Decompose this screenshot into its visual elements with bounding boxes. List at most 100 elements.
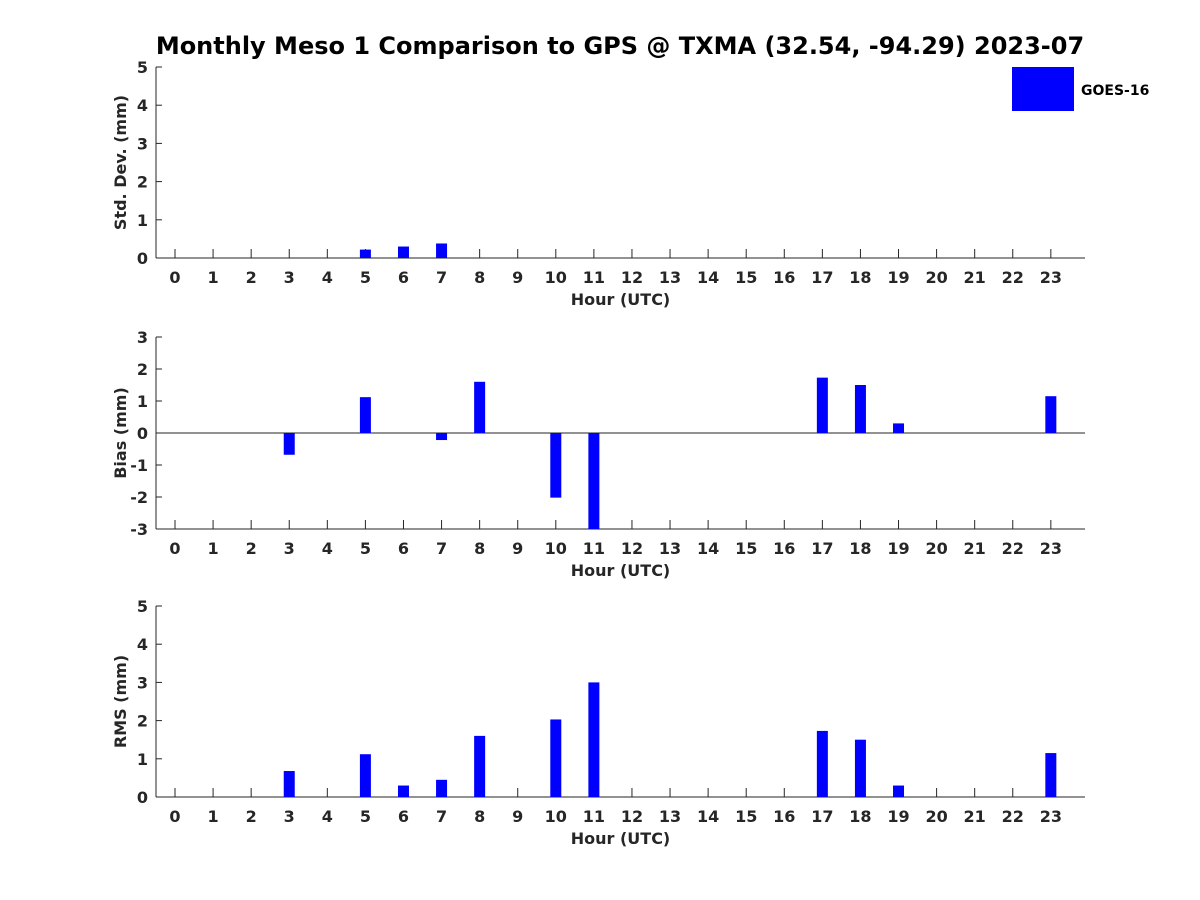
x-tick-label: 8 bbox=[474, 807, 485, 826]
x-tick-label: 3 bbox=[284, 539, 295, 558]
x-tick-label: 21 bbox=[964, 539, 986, 558]
x-tick-label: 14 bbox=[697, 268, 719, 287]
x-tick-label: 12 bbox=[621, 807, 643, 826]
bar-hour-5 bbox=[359, 754, 371, 797]
x-tick-label: 16 bbox=[773, 268, 795, 287]
bar-hour-3 bbox=[283, 771, 295, 797]
x-tick-label: 5 bbox=[360, 539, 371, 558]
bar-hour-3 bbox=[283, 433, 295, 455]
y-tick-label: 2 bbox=[137, 173, 148, 192]
x-tick-label: 12 bbox=[621, 268, 643, 287]
x-tick-label: 19 bbox=[887, 268, 909, 287]
x-tick-label: 18 bbox=[849, 268, 871, 287]
x-tick-label: 23 bbox=[1040, 807, 1062, 826]
chart-title: Monthly Meso 1 Comparison to GPS @ TXMA … bbox=[156, 32, 1084, 60]
bar-hour-7 bbox=[436, 779, 448, 797]
x-tick-label: 6 bbox=[398, 539, 409, 558]
x-tick-label: 18 bbox=[849, 807, 871, 826]
bar-hour-10 bbox=[550, 719, 562, 797]
y-tick-label: 2 bbox=[137, 712, 148, 731]
y-axis-label: Std. Dev. (mm) bbox=[111, 95, 130, 230]
bar-hour-18 bbox=[854, 385, 866, 433]
x-tick-label: 5 bbox=[360, 268, 371, 287]
x-tick-label: 13 bbox=[659, 268, 681, 287]
x-tick-label: 10 bbox=[545, 807, 567, 826]
bar-hour-23 bbox=[1045, 753, 1057, 797]
y-tick-label: 3 bbox=[137, 134, 148, 153]
x-tick-label: 15 bbox=[735, 268, 757, 287]
x-tick-label: 7 bbox=[436, 807, 447, 826]
x-tick-label: 20 bbox=[925, 539, 947, 558]
x-tick-label: 10 bbox=[545, 268, 567, 287]
y-tick-label: -3 bbox=[130, 520, 148, 539]
bar-hour-5 bbox=[359, 397, 371, 433]
legend-swatch bbox=[1012, 67, 1074, 111]
x-tick-label: 7 bbox=[436, 539, 447, 558]
x-tick-label: 21 bbox=[964, 807, 986, 826]
x-tick-label: 11 bbox=[583, 268, 605, 287]
x-tick-label: 8 bbox=[474, 268, 485, 287]
y-tick-label: 0 bbox=[137, 788, 148, 807]
x-tick-label: 13 bbox=[659, 807, 681, 826]
bar-hour-17 bbox=[816, 730, 828, 797]
x-tick-label: 1 bbox=[208, 807, 219, 826]
bar-hour-6 bbox=[397, 246, 409, 258]
x-axis-label: Hour (UTC) bbox=[571, 829, 671, 848]
x-tick-label: 2 bbox=[246, 807, 257, 826]
x-tick-label: 2 bbox=[246, 268, 257, 287]
x-tick-label: 18 bbox=[849, 539, 871, 558]
y-tick-label: 4 bbox=[137, 96, 148, 115]
x-tick-label: 16 bbox=[773, 539, 795, 558]
x-tick-label: 22 bbox=[1002, 539, 1024, 558]
x-tick-label: 1 bbox=[208, 539, 219, 558]
x-tick-label: 16 bbox=[773, 807, 795, 826]
x-tick-label: 4 bbox=[322, 268, 333, 287]
y-tick-label: 3 bbox=[137, 328, 148, 347]
x-tick-label: 17 bbox=[811, 268, 833, 287]
y-tick-label: 5 bbox=[137, 597, 148, 616]
x-tick-label: 22 bbox=[1002, 807, 1024, 826]
y-tick-label: 0 bbox=[137, 249, 148, 268]
bar-hour-7 bbox=[436, 243, 448, 258]
y-tick-label: 4 bbox=[137, 635, 148, 654]
x-tick-label: 6 bbox=[398, 268, 409, 287]
bar-hour-5 bbox=[359, 249, 371, 258]
y-tick-label: 1 bbox=[137, 750, 148, 769]
x-tick-label: 4 bbox=[322, 539, 333, 558]
y-axis-label: Bias (mm) bbox=[111, 387, 130, 479]
y-tick-label: 0 bbox=[137, 424, 148, 443]
x-tick-label: 7 bbox=[436, 268, 447, 287]
x-tick-label: 10 bbox=[545, 539, 567, 558]
x-tick-label: 0 bbox=[169, 268, 180, 287]
bar-hour-8 bbox=[474, 735, 486, 797]
x-tick-label: 6 bbox=[398, 807, 409, 826]
x-tick-label: 17 bbox=[811, 807, 833, 826]
x-tick-label: 8 bbox=[474, 539, 485, 558]
x-tick-label: 20 bbox=[925, 268, 947, 287]
bar-hour-19 bbox=[893, 785, 905, 797]
x-tick-label: 14 bbox=[697, 807, 719, 826]
x-tick-label: 11 bbox=[583, 807, 605, 826]
x-axis-label: Hour (UTC) bbox=[571, 561, 671, 580]
y-tick-label: -2 bbox=[130, 488, 148, 507]
bar-hour-8 bbox=[474, 381, 486, 433]
x-tick-label: 2 bbox=[246, 539, 257, 558]
x-tick-label: 20 bbox=[925, 807, 947, 826]
x-tick-label: 14 bbox=[697, 539, 719, 558]
x-tick-label: 15 bbox=[735, 807, 757, 826]
x-tick-label: 15 bbox=[735, 539, 757, 558]
x-axis-label: Hour (UTC) bbox=[571, 290, 671, 309]
bar-hour-19 bbox=[893, 423, 905, 433]
y-tick-label: 1 bbox=[137, 211, 148, 230]
y-tick-label: -1 bbox=[130, 456, 148, 475]
bar-hour-10 bbox=[550, 433, 562, 498]
x-tick-label: 9 bbox=[512, 268, 523, 287]
bar-hour-6 bbox=[397, 785, 409, 797]
y-tick-label: 1 bbox=[137, 392, 148, 411]
bar-hour-23 bbox=[1045, 396, 1057, 433]
x-tick-label: 0 bbox=[169, 807, 180, 826]
